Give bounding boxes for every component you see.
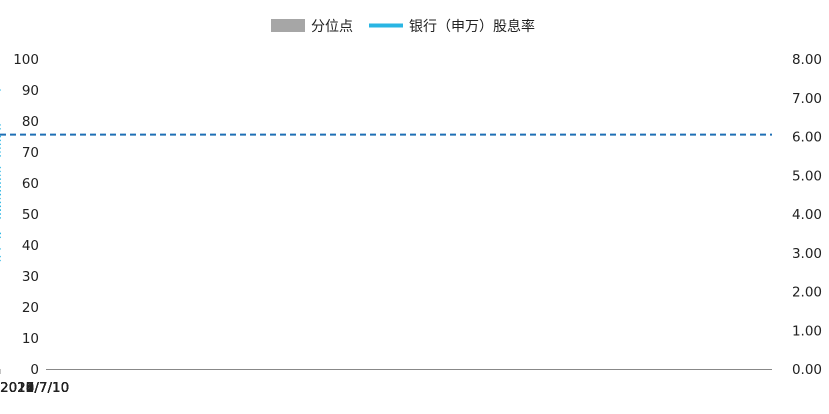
right-tick-label: 0.00 xyxy=(792,362,822,378)
legend: 分位点 银行（申万）股息率 xyxy=(271,18,535,35)
right-tick-label: 5.00 xyxy=(792,168,822,184)
x-tick-label: 2020/7/10 xyxy=(0,380,69,396)
line-point xyxy=(0,128,1,130)
line-point xyxy=(0,197,1,200)
left-tick-label: 80 xyxy=(22,114,39,130)
legend-label-area: 分位点 xyxy=(311,19,353,35)
line-point xyxy=(0,147,1,149)
x-tick-label: 2024/7/10 xyxy=(0,380,69,396)
line-point xyxy=(0,205,1,208)
x-tick-label: 2017/7/10 xyxy=(0,380,69,396)
left-tick-label: 100 xyxy=(13,52,39,68)
right-tick-label: 2.00 xyxy=(792,285,822,301)
line-point xyxy=(0,124,1,126)
x-tick-label: 2022/7/10 xyxy=(0,380,69,396)
line-point xyxy=(0,201,1,204)
line-point xyxy=(0,155,1,157)
x-tick-label: 2015/7/10 xyxy=(0,380,69,396)
left-tick-label: 90 xyxy=(22,83,39,99)
line-point xyxy=(0,236,1,239)
line-point xyxy=(0,213,1,215)
x-axis: 2015/7/102016/7/102017/7/102018/7/102019… xyxy=(0,369,772,396)
left-tick-label: 50 xyxy=(22,207,39,223)
left-tick-label: 60 xyxy=(22,176,39,192)
line-point xyxy=(0,209,1,211)
left-tick-label: 20 xyxy=(22,300,39,316)
line-point xyxy=(0,217,1,219)
line-point xyxy=(0,255,1,258)
line-point xyxy=(0,193,1,196)
line-point xyxy=(0,186,1,188)
left-axis: 0 10 20 30 40 50 60 70 80 90 100 xyxy=(13,52,39,378)
right-tick-label: 3.00 xyxy=(792,246,822,262)
line-point xyxy=(0,174,1,177)
right-tick-label: 8.00 xyxy=(792,52,822,68)
line-point xyxy=(0,166,1,169)
line-point xyxy=(0,190,1,192)
line-point xyxy=(0,232,1,235)
left-tick-label: 40 xyxy=(22,238,39,254)
right-tick-label: 6.00 xyxy=(792,130,822,146)
right-tick-label: 1.00 xyxy=(792,323,822,339)
right-axis: 0.00 1.00 2.00 3.00 4.00 5.00 6.00 7.00 8.00 xyxy=(792,52,822,378)
x-tick-label: 2021/7/10 xyxy=(0,380,69,396)
x-tick-label: 2018/7/10 xyxy=(0,380,69,396)
line-point xyxy=(0,182,1,184)
line-point xyxy=(0,143,1,146)
line-point xyxy=(0,151,1,153)
line-point xyxy=(0,259,1,262)
left-tick-label: 70 xyxy=(22,145,39,161)
legend-swatch-area xyxy=(271,19,305,32)
line-point xyxy=(0,170,1,173)
x-tick-label: 2019/7/10 xyxy=(0,380,69,396)
x-tick-label: 2016/7/10 xyxy=(0,380,69,396)
right-tick-label: 4.00 xyxy=(792,207,822,223)
line-series xyxy=(0,89,1,262)
line-point xyxy=(0,248,1,250)
left-tick-label: 10 xyxy=(22,331,39,347)
left-tick-label: 30 xyxy=(22,269,39,285)
left-tick-label: 0 xyxy=(30,362,39,378)
right-tick-label: 7.00 xyxy=(792,91,822,107)
line-point xyxy=(0,89,1,91)
line-point xyxy=(0,139,1,142)
x-tick-label: 2023/7/10 xyxy=(0,380,69,396)
legend-label-line: 银行（申万）股息率 xyxy=(409,18,535,35)
line-point xyxy=(0,178,1,180)
line-point xyxy=(0,135,1,138)
